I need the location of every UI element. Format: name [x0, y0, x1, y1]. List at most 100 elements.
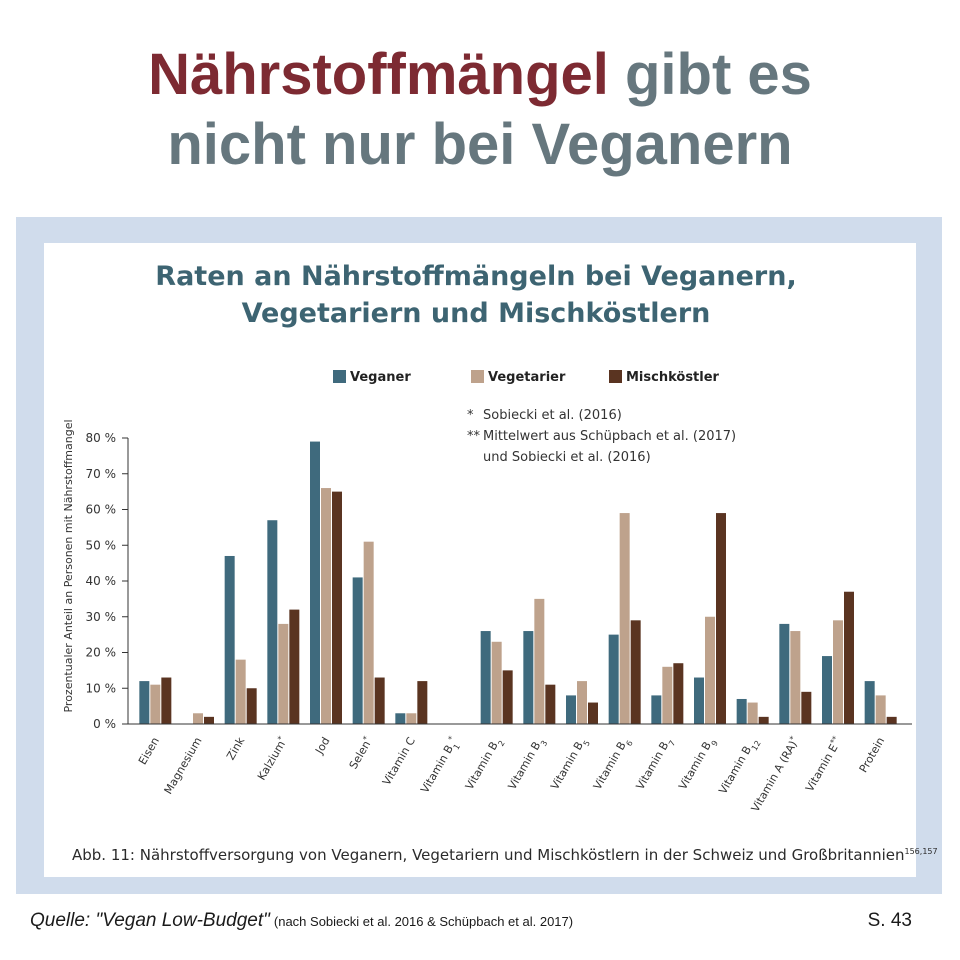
legend-label: Veganer: [350, 370, 411, 385]
x-tick-label: Vitamin B3: [506, 735, 549, 794]
legend-swatch: [333, 370, 346, 383]
footnote-text: und Sobiecki et al. (2016): [483, 450, 651, 465]
x-tick-label: Kalzium*: [254, 734, 290, 782]
bar: [224, 555, 235, 724]
bar: [588, 702, 598, 724]
bar: [662, 666, 673, 724]
bar: [395, 713, 406, 724]
bar: [833, 620, 843, 724]
bar: [566, 695, 576, 724]
y-axis-title: Prozentualer Anteil an Personen mit Nähr…: [62, 419, 75, 712]
bar: [480, 631, 491, 724]
bar: [716, 513, 726, 724]
chart-legend: Veganer Vegetarier Mischköstler: [333, 370, 720, 385]
y-tick-label: 70 %: [86, 467, 117, 481]
x-tick-label: Vitamin B9: [676, 735, 719, 794]
bars: [139, 441, 897, 724]
y-tick-label: 30 %: [86, 610, 117, 624]
bar: [491, 641, 502, 724]
x-tick-label: Vitamin B2: [463, 735, 506, 794]
footnote-mark: *: [467, 408, 474, 423]
bar: [801, 691, 812, 724]
x-tick-label: Eisen: [136, 735, 162, 767]
bar: [577, 681, 587, 724]
bar: [630, 620, 641, 724]
bar: [694, 677, 704, 724]
bar: [886, 716, 897, 724]
legend-swatch: [609, 370, 622, 383]
bar: [332, 491, 342, 724]
bar: [278, 623, 289, 724]
bar: [289, 609, 300, 724]
chart-title-line: Raten an Nährstoffmängeln bei Veganern,: [155, 261, 796, 292]
headline-accent: Nährstoffmängel: [148, 42, 609, 107]
x-axis: Eisen Magnesium Zink Kalzium* Jod Selen* Vitam…: [128, 723, 912, 814]
x-tick-label: Vitamin B7: [634, 735, 677, 794]
footnote-text: Sobiecki et al. (2016): [483, 408, 622, 423]
bar: [844, 591, 854, 724]
chart-title: Raten an Nährstoffmängeln bei Veganern, V…: [155, 261, 796, 329]
bar: [822, 656, 832, 724]
x-tick-label: Vitamin C: [380, 735, 418, 788]
source-note: (nach Sobiecki et al. 2016 & Schüpbach e…: [273, 914, 574, 929]
caption-text: Abb. 11: Nährstoffversorgung von Veganer…: [72, 846, 905, 864]
slide-headline: Nährstoffmängel gibt es nicht nur bei Ve…: [0, 40, 960, 180]
x-tick-label: Protein: [857, 735, 888, 775]
footer-source: Quelle: "Vegan Low-Budget" (nach Sobiecki…: [30, 910, 573, 932]
bar: [502, 670, 513, 724]
y-tick-label: 0 %: [93, 717, 116, 731]
figure-panel: [44, 243, 916, 877]
bar: [310, 441, 320, 724]
y-tick-label: 10 %: [86, 681, 117, 695]
bar: [758, 716, 769, 724]
bar: [673, 663, 684, 724]
bar: [545, 684, 556, 724]
footnote-text: Mittelwert aus Schüpbach et al. (2017): [483, 429, 736, 444]
source-title: Quelle: "Vegan Low-Budget": [30, 910, 270, 931]
y-tick-label: 40 %: [86, 574, 117, 588]
bar: [651, 695, 662, 724]
bar: [705, 616, 715, 724]
x-tick-label: Vitamin B6: [591, 735, 634, 794]
caption-refs: 156,157: [904, 847, 938, 856]
bar: [608, 634, 619, 724]
x-tick-label: Jod: [312, 735, 332, 757]
x-tick-label: Vitamin B5: [548, 735, 591, 794]
bar: [321, 488, 331, 724]
bar: [736, 698, 747, 724]
bar: [161, 677, 172, 724]
bar: [193, 713, 203, 724]
bar: [352, 577, 363, 724]
bar: [406, 713, 417, 724]
bar: [534, 598, 545, 724]
bar: [235, 659, 246, 724]
y-tick-label: 60 %: [86, 503, 117, 517]
bar: [417, 681, 428, 724]
bar: [523, 631, 534, 724]
bar: [875, 695, 886, 724]
chart-footnotes: * Sobiecki et al. (2016)** Mittelwert aus …: [467, 408, 736, 465]
x-tick-label: Vitamin E**: [802, 734, 845, 794]
x-tick-label: Selen*: [345, 734, 375, 771]
bar: [790, 631, 801, 724]
y-tick-label: 20 %: [86, 646, 117, 660]
bar: [619, 513, 630, 724]
legend-swatch: [471, 370, 484, 383]
legend-label: Mischköstler: [626, 370, 720, 385]
page-number: S. 43: [867, 910, 912, 931]
x-tick-label: Vitamin B12: [716, 735, 762, 798]
x-tick-label: Zink: [224, 734, 248, 762]
headline-line-2: nicht nur bei Veganern: [167, 112, 793, 177]
headline-line-1: Nährstoffmängel gibt es: [0, 40, 960, 110]
figure-caption: Abb. 11: Nährstoffversorgung von Veganer…: [72, 846, 938, 864]
x-tick-label: Vitamin B1*: [417, 734, 464, 797]
bar: [747, 702, 758, 724]
bar: [150, 684, 161, 724]
y-axis: 0 % 10 % 20 % 30 % 40 % 50 % 60 % 70 % 80 % Proze…: [62, 419, 129, 731]
bar: [139, 681, 150, 724]
bar: [779, 623, 790, 724]
y-tick-label: 50 %: [86, 538, 117, 552]
chart-title-line: Vegetariern und Mischköstlern: [242, 298, 711, 329]
x-tick-label: Magnesium: [162, 735, 205, 796]
